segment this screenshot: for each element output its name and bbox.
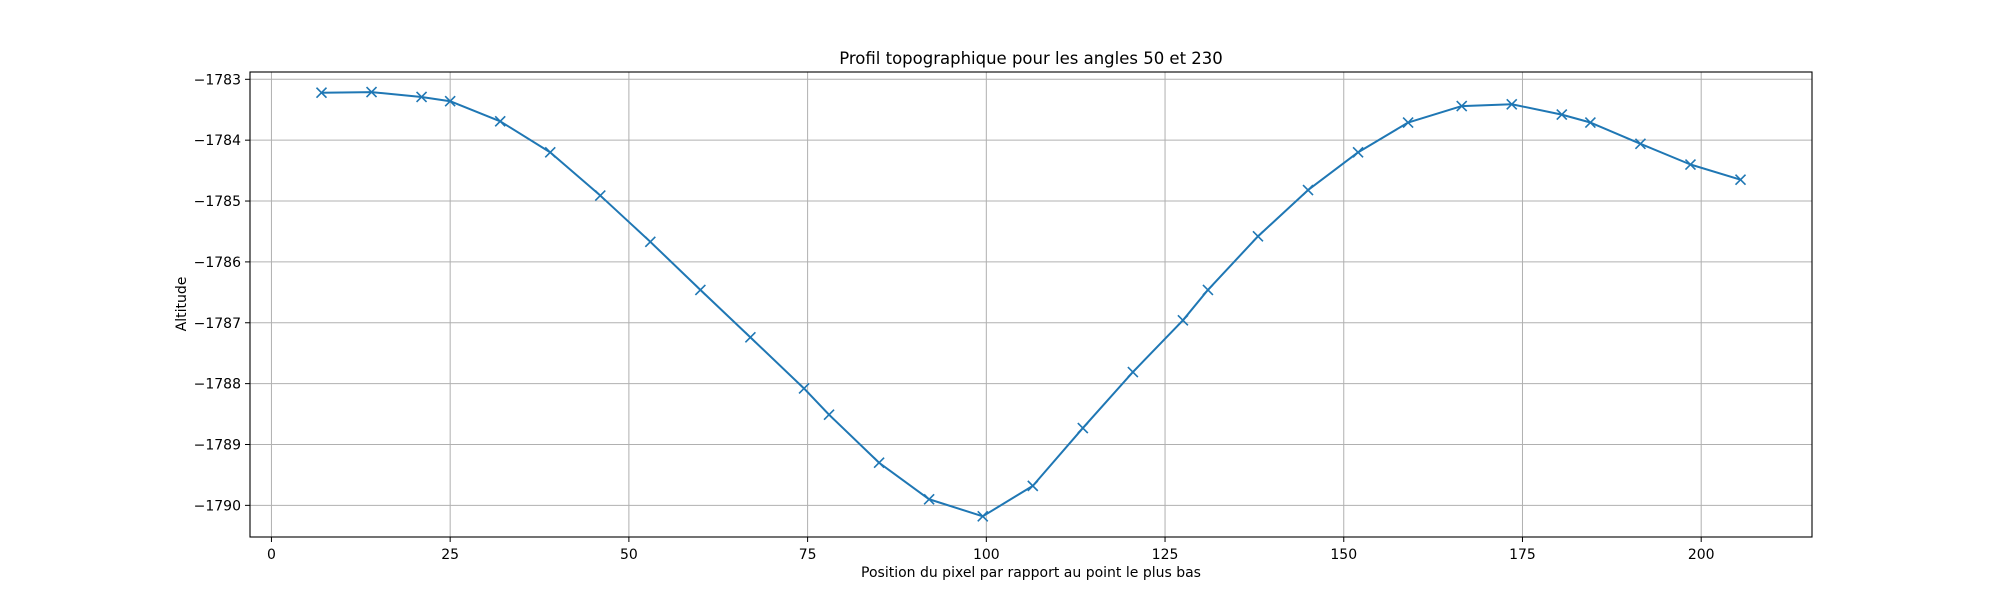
data-point-marker (1127, 366, 1139, 378)
marker-stroke (315, 87, 328, 99)
marker-stroke (694, 284, 706, 296)
data-point-marker (365, 86, 378, 98)
marker-stroke (544, 146, 556, 158)
data-point-marker (823, 409, 835, 421)
data-point-marker (1556, 109, 1568, 121)
data-point-marker (1202, 284, 1214, 296)
x-tick-label: 100 (973, 547, 1000, 563)
data-point-marker (416, 91, 428, 103)
y-tick-label: −1790 (194, 498, 241, 514)
data-point-marker (1077, 422, 1089, 434)
data-point-marker (1584, 116, 1596, 129)
marker-stroke (1556, 109, 1568, 121)
marker-stroke (494, 115, 506, 127)
data-point-marker (977, 510, 989, 522)
marker-stroke (1684, 158, 1697, 171)
data-point-marker (1634, 138, 1646, 150)
marker-stroke (977, 510, 989, 522)
marker-stroke (744, 331, 756, 343)
marker-stroke (1456, 100, 1468, 112)
data-point-marker (1684, 158, 1697, 171)
y-tick-label: −1786 (194, 255, 241, 271)
plot-frame (249, 71, 1813, 538)
marker-stroke (1584, 116, 1596, 129)
marker-stroke (1252, 230, 1264, 242)
data-point-marker (594, 189, 606, 202)
data-point-marker (644, 236, 656, 248)
data-point-marker (444, 95, 456, 107)
x-axis-label: Position du pixel par rapport au point l… (861, 565, 1201, 581)
x-tick-label: 75 (799, 547, 817, 563)
marker-stroke (1634, 138, 1646, 150)
data-point-marker (694, 284, 706, 296)
marker-stroke (923, 493, 935, 505)
data-point-marker (1734, 174, 1747, 186)
marker-stroke (444, 95, 456, 107)
y-tick-label: −1785 (194, 194, 241, 210)
data-point-marker (1402, 116, 1414, 129)
marker-stroke (1077, 422, 1089, 434)
data-point-marker (1456, 100, 1468, 112)
x-tick-label: 50 (620, 547, 638, 563)
x-tick-label: 125 (1152, 547, 1179, 563)
data-point-marker (1177, 314, 1189, 326)
marker-stroke (1202, 284, 1214, 296)
data-point-marker (744, 331, 756, 343)
y-tick-label: −1787 (194, 316, 241, 332)
data-point-marker (1506, 98, 1518, 110)
data-point-marker (1302, 184, 1314, 196)
grid (250, 72, 1812, 537)
marker-stroke (594, 189, 606, 202)
x-tick-label: 0 (267, 547, 276, 563)
marker-stroke (798, 382, 810, 395)
marker-stroke (1506, 98, 1518, 110)
x-tick-label: 175 (1509, 547, 1536, 563)
marker-stroke (416, 91, 428, 103)
marker-stroke (644, 236, 656, 248)
x-tick-label: 25 (441, 547, 459, 563)
data-point-marker (798, 382, 810, 395)
marker-stroke (1177, 314, 1189, 326)
chart-title: Profil topographique pour les angles 50 … (839, 49, 1223, 68)
y-tick-label: −1783 (194, 72, 241, 88)
y-tick-label: −1789 (194, 437, 241, 453)
marker-stroke (873, 457, 885, 469)
data-point-marker (315, 87, 328, 99)
data-point-marker (1252, 230, 1264, 242)
data-point-marker (1027, 480, 1039, 492)
data-point-marker (544, 146, 556, 158)
data-point-marker (1352, 146, 1364, 158)
marker-stroke (1352, 146, 1364, 158)
marker-stroke (365, 86, 378, 98)
marker-stroke (1402, 116, 1414, 129)
y-tick-label: −1788 (194, 377, 241, 393)
y-axis-ticks: −1783 −1784 −1785 −1786 −1787 −1788 −1789 −1790 (194, 72, 250, 514)
marker-stroke (823, 409, 835, 421)
marker-stroke (1027, 480, 1039, 492)
marker-stroke (1302, 184, 1314, 196)
marker-stroke (1734, 174, 1747, 186)
data-point-marker (923, 493, 935, 505)
series-layer (315, 86, 1747, 522)
y-tick-label: −1784 (194, 133, 241, 149)
data-point-marker (494, 115, 506, 127)
x-tick-label: 200 (1688, 547, 1715, 563)
x-axis-ticks: 0 25 50 75 100 125 150 175 200 (267, 537, 1715, 563)
data-point-marker (873, 457, 885, 469)
marker-stroke (1127, 366, 1139, 378)
x-tick-label: 150 (1330, 547, 1357, 563)
y-axis-label: Altitude (174, 277, 190, 332)
